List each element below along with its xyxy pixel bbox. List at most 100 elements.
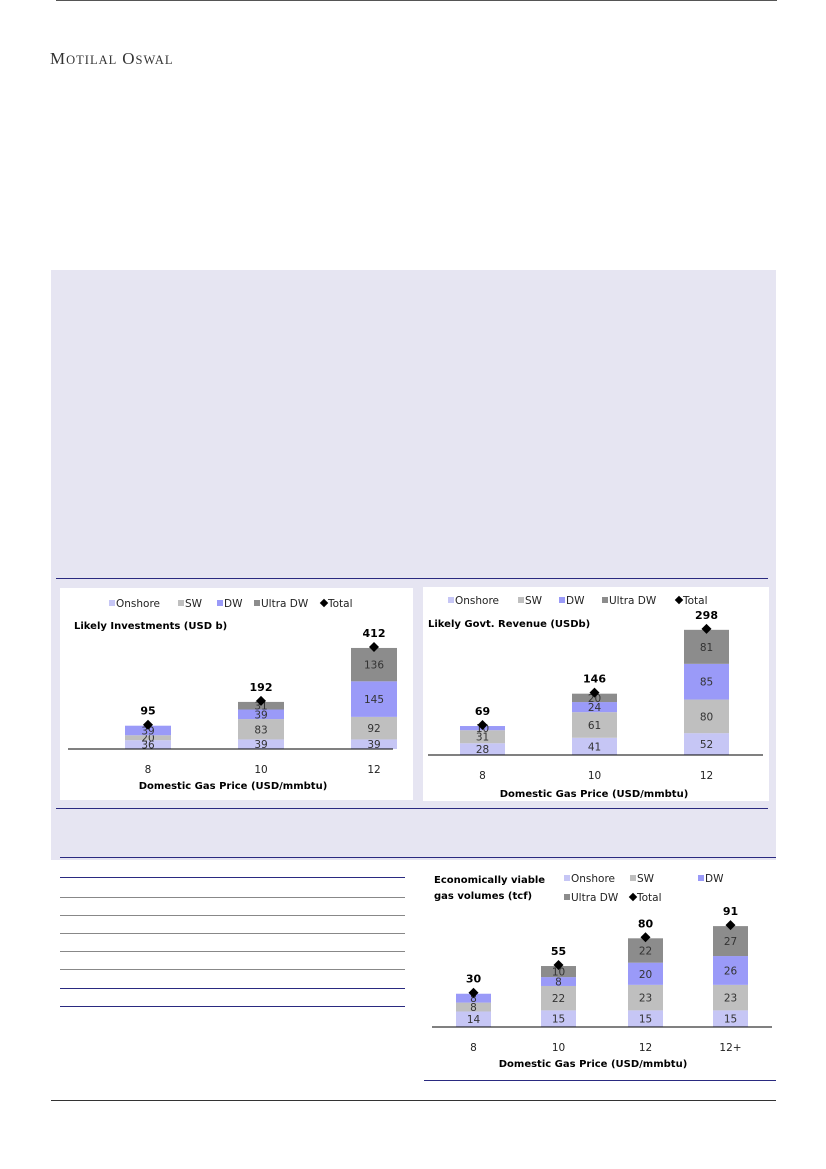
data-label: 27 xyxy=(724,936,737,948)
chart-investments-svg: Onshore SW DW Ultra DW Total Likely Investmen… xyxy=(68,598,397,792)
legend-swatch xyxy=(564,894,570,900)
total-marker xyxy=(477,720,488,731)
bar-segment xyxy=(684,699,729,734)
table-row-rule xyxy=(60,988,405,989)
legend-label: SW xyxy=(185,598,203,610)
data-label: 39 xyxy=(367,739,380,751)
total-marker xyxy=(701,623,712,634)
total-label: 91 xyxy=(723,905,738,918)
data-label: 52 xyxy=(700,739,713,751)
data-label: 39 xyxy=(254,739,267,751)
data-label: 23 xyxy=(724,993,737,1005)
data-label: 15 xyxy=(639,1014,652,1026)
x-tick-label: 8 xyxy=(145,764,152,776)
bar-segment xyxy=(238,719,284,740)
table-header-rule xyxy=(60,877,405,878)
data-label: 20 xyxy=(588,693,601,705)
legend-swatch xyxy=(602,597,608,603)
brand-letters: OTILAL xyxy=(66,53,118,67)
bar-segment xyxy=(460,743,505,755)
table-top-rule xyxy=(60,857,776,858)
chart-investments: Onshore SW DW Ultra DW Total Likely Investmen… xyxy=(60,588,413,800)
total-label: 80 xyxy=(638,917,654,930)
data-label: 22 xyxy=(552,993,565,1005)
chart3-bottom-rule xyxy=(424,1080,776,1081)
bar-segment xyxy=(713,926,748,957)
data-label: 22 xyxy=(639,946,652,958)
legend-swatch xyxy=(630,875,636,881)
total-label: 30 xyxy=(466,973,482,986)
total-marker xyxy=(725,920,736,931)
x-tick-label: 8 xyxy=(479,770,486,782)
chart-title: Likely Govt. Revenue (USDb) xyxy=(428,619,590,630)
chart-title: gas volumes (tcf) xyxy=(434,891,532,902)
bar-segment xyxy=(460,730,505,744)
bar-segment xyxy=(456,1011,491,1027)
bar-segment xyxy=(456,993,491,1003)
x-axis-label: Domestic Gas Price (USD/mmbtu) xyxy=(499,1059,688,1070)
legend-label: DW xyxy=(705,873,724,885)
data-label: 39 xyxy=(141,725,154,737)
total-marker xyxy=(589,687,600,698)
total-label: 146 xyxy=(583,673,606,686)
legend-label: SW xyxy=(525,595,543,607)
legend-swatch xyxy=(109,600,115,606)
legend-swatch xyxy=(178,600,184,606)
legend-label: Onshore xyxy=(455,595,499,607)
x-tick-label: 10 xyxy=(254,764,267,776)
bar-segment xyxy=(572,712,617,738)
bar-segment xyxy=(713,1010,748,1027)
x-tick-label: 10 xyxy=(588,770,601,782)
data-label: 20 xyxy=(639,969,652,981)
data-label: 92 xyxy=(367,723,380,735)
data-label: 145 xyxy=(364,694,384,706)
legend-swatch xyxy=(518,597,524,603)
bar-segment xyxy=(238,709,284,720)
data-label: 24 xyxy=(588,702,602,714)
page-bottom-rule xyxy=(51,1100,776,1101)
legend-swatch xyxy=(564,875,570,881)
chart-govt-revenue-svg: Onshore SW DW Ultra DW Total Likely Govt. Rev… xyxy=(428,595,763,800)
brand-letter: M xyxy=(50,49,67,68)
table-bottom-rule xyxy=(60,1006,405,1007)
chart-title: Likely Investments (USD b) xyxy=(74,621,227,632)
data-label: 81 xyxy=(700,642,713,654)
legend-label: Ultra DW xyxy=(609,595,657,607)
total-label: 95 xyxy=(140,705,155,718)
x-tick-label: 8 xyxy=(470,1042,477,1054)
page-top-rule xyxy=(56,0,777,1)
total-label: 192 xyxy=(250,681,273,694)
bar-segment xyxy=(713,984,748,1011)
bar-segment xyxy=(351,681,397,717)
bar-segment xyxy=(238,739,284,749)
legend-marker xyxy=(319,598,329,608)
bar-segment xyxy=(572,702,617,713)
bar-segment xyxy=(541,977,576,986)
data-label: 20 xyxy=(141,733,154,745)
data-label: 28 xyxy=(476,744,489,756)
total-marker xyxy=(143,719,153,730)
legend-swatch xyxy=(698,875,704,881)
data-label: 41 xyxy=(588,741,601,753)
bar-segment xyxy=(628,984,663,1011)
legend-swatch xyxy=(254,600,260,606)
chart-gas-volumes-svg: Onshore SW DW Ultra DW Total Economically via… xyxy=(432,873,772,1070)
legend-label: Total xyxy=(636,892,662,904)
data-label: 10 xyxy=(552,967,565,979)
bar-segment xyxy=(628,938,663,963)
data-label: 80 xyxy=(700,711,713,723)
data-label: 26 xyxy=(724,965,738,977)
legend-label: Onshore xyxy=(116,598,160,610)
bar-segment xyxy=(684,663,729,700)
data-label: 14 xyxy=(467,1014,481,1026)
data-label: 31 xyxy=(476,732,489,744)
total-marker xyxy=(640,932,651,943)
bar-segment xyxy=(628,1010,663,1027)
brand-logo: MOTILAL OSWAL xyxy=(50,49,174,69)
chart-title: Economically viable xyxy=(434,875,545,886)
table-row-rule xyxy=(60,951,405,952)
data-label: 61 xyxy=(588,720,601,732)
table-row-rule xyxy=(60,969,405,970)
bar-segment xyxy=(684,733,729,755)
data-label: 15 xyxy=(552,1014,565,1026)
